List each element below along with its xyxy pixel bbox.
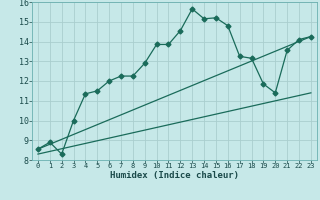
X-axis label: Humidex (Indice chaleur): Humidex (Indice chaleur) — [110, 171, 239, 180]
